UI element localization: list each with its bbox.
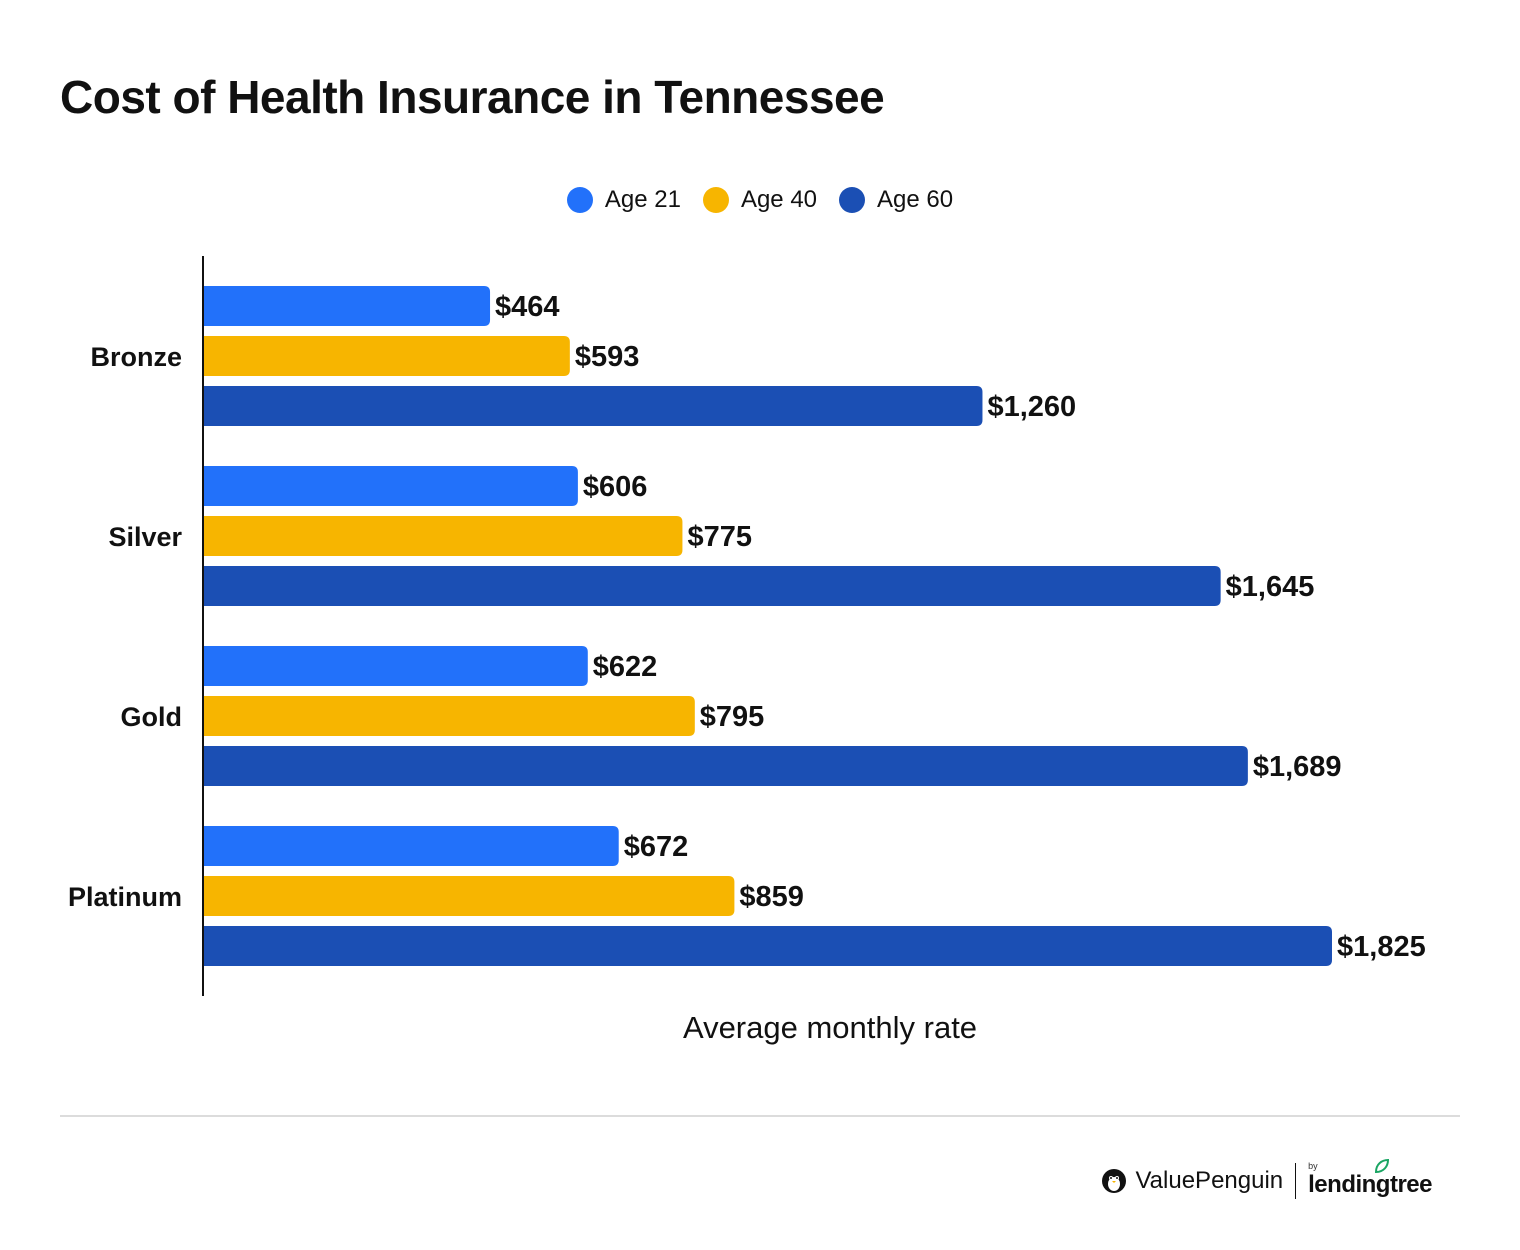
bar-silver-age-60: [203, 566, 1221, 606]
bar-gold-age-40: [203, 696, 695, 736]
data-label-silver-age-60: $1,645: [1226, 571, 1315, 603]
legend-label-age-60: Age 60: [877, 186, 954, 213]
legend-label-age-21: Age 21: [604, 186, 681, 213]
partner-logo: by lendingtree: [1308, 1158, 1432, 1199]
bar-silver-age-40: [203, 516, 683, 556]
legend-item-age-40: Age 40: [702, 186, 818, 214]
data-label-platinum-age-60: $1,825: [1337, 931, 1426, 963]
bar-chart: $464 $593 $1,260 Bronze $606 $775 $1,645 Silver…: [68, 256, 1426, 1045]
penguin-icon: [1102, 1168, 1127, 1193]
bar-platinum-age-40: [203, 876, 735, 916]
data-label-bronze-age-21: $464: [495, 291, 560, 323]
brand-name: ValuePenguin: [1135, 1166, 1284, 1194]
legend: Age 21 Age 40 Age 60: [0, 186, 1520, 214]
leaf-icon: [1375, 1158, 1390, 1174]
x-axis-label: Average monthly rate: [683, 1010, 977, 1045]
brand-separator: [1295, 1162, 1297, 1199]
data-label-bronze-age-40: $593: [575, 341, 640, 373]
bar-bronze-age-40: [203, 336, 570, 376]
category-label-silver: Silver: [108, 522, 182, 552]
bar-platinum-age-21: [203, 826, 619, 866]
data-label-bronze-age-60: $1,260: [987, 391, 1076, 423]
bar-gold-age-21: [203, 646, 588, 686]
chart-title: Cost of Health Insurance in Tennessee: [60, 71, 885, 123]
partner-name: lendingtree: [1308, 1171, 1432, 1198]
brand-by-label: by: [1308, 1161, 1318, 1171]
data-label-gold-age-40: $795: [700, 701, 765, 733]
category-label-platinum: Platinum: [68, 882, 182, 912]
bar-platinum-age-60: [203, 926, 1332, 966]
legend-item-age-21: Age 21: [566, 186, 681, 214]
data-label-silver-age-21: $606: [583, 471, 648, 503]
footer-divider: [60, 1115, 1460, 1117]
data-label-platinum-age-40: $859: [739, 881, 804, 913]
bar-bronze-age-60: [203, 386, 983, 426]
brand-logo: ValuePenguin by lendingtree: [1101, 1158, 1432, 1199]
data-label-gold-age-21: $622: [593, 651, 658, 683]
data-label-platinum-age-21: $672: [624, 831, 689, 863]
legend-swatch-age-60: [839, 187, 866, 213]
bar-silver-age-21: [203, 466, 578, 506]
legend-swatch-age-21: [566, 187, 593, 213]
data-label-silver-age-40: $775: [687, 521, 752, 553]
bar-gold-age-60: [203, 746, 1248, 786]
category-label-bronze: Bronze: [90, 342, 182, 372]
legend-swatch-age-40: [702, 187, 729, 213]
legend-label-age-40: Age 40: [740, 186, 818, 213]
data-label-gold-age-60: $1,689: [1253, 751, 1342, 783]
legend-item-age-60: Age 60: [839, 186, 953, 214]
bar-bronze-age-21: [203, 286, 491, 326]
category-label-gold: Gold: [121, 702, 183, 732]
